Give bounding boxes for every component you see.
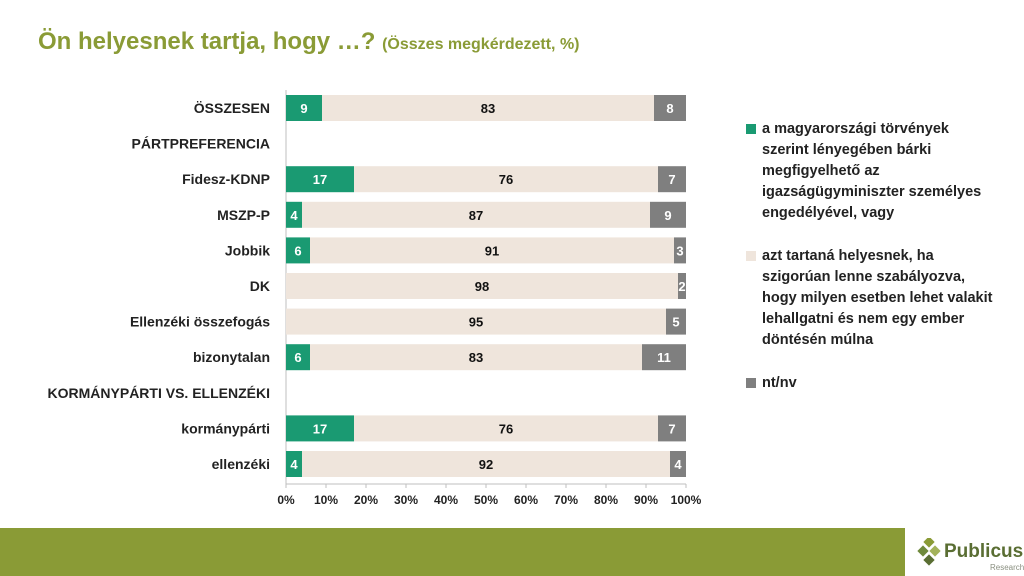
legend-swatch-s2 [746,251,756,261]
data-label: 8 [666,101,673,116]
row-label: MSZP-P [217,207,270,223]
data-label: 5 [672,315,679,330]
data-label: 3 [676,243,683,258]
bar-segment-s3 [654,95,686,121]
row-label: Fidesz-KDNP [182,171,270,187]
bar-segment-s2 [302,201,650,228]
x-tick-label: 90% [634,493,658,507]
bar-segment-s3 [650,201,686,228]
x-tick-label: 30% [394,493,418,507]
x-tick-label: 70% [554,493,578,507]
bar-segment-s3 [658,415,686,442]
bar-segment-s1 [286,237,310,264]
x-tick-label: 50% [474,493,498,507]
bar-segment-s3 [674,237,686,264]
bar-segment-s1 [286,95,322,121]
bar-segment-s1 [286,166,354,193]
row-label: bizonytalan [193,349,270,365]
x-tick-label: 80% [594,493,618,507]
data-label: 95 [469,315,483,330]
data-label: 76 [499,172,513,187]
data-label: 7 [668,421,675,436]
data-label: 76 [499,421,513,436]
data-label: 92 [479,457,493,472]
bar-segment-s1 [286,451,302,477]
bar-segment-s3 [666,308,686,335]
data-label: 98 [475,279,489,294]
data-label: 83 [481,101,495,116]
brand-tagline: Research [990,563,1024,572]
row-label: ellenzéki [212,456,270,472]
data-label: 17 [313,172,327,187]
data-label: 91 [485,243,499,258]
data-label: 4 [290,457,298,472]
legend: a magyarországi törvények szerint lényeg… [746,119,996,394]
data-label: 11 [657,350,671,365]
data-label: 87 [469,208,483,223]
data-label: 4 [674,457,682,472]
bar-segment-s2 [310,344,642,371]
x-tick-label: 60% [514,493,538,507]
bar-segment-s2 [286,308,666,335]
legend-label-s3: nt/nv [762,375,797,391]
bar-segment-s2 [322,95,654,121]
bar-segment-s2 [286,273,678,299]
data-label: 7 [668,172,675,187]
row-label: DK [250,278,270,294]
data-label: 17 [313,421,327,436]
bar-segment-s3 [658,166,686,193]
legend-item-s3: nt/nv [746,373,996,394]
row-label: Ellenzéki összefogás [130,314,270,330]
legend-item-s2: azt tartaná helyesnek, ha szigorúan lenn… [746,246,996,351]
bar-segment-s1 [286,344,310,371]
row-label: ÖSSZESEN [194,100,270,116]
legend-item-s1: a magyarországi törvények szerint lényeg… [746,119,996,224]
x-tick-label: 0% [277,493,295,507]
row-label: kormánypárti [181,420,270,436]
data-label: 4 [290,208,298,223]
bar-segment-s3 [678,273,686,299]
row-label: Jobbik [225,242,270,258]
bar-segment-s2 [354,166,658,193]
chart-title: Ön helyesnek tartja, hogy …? (Összes meg… [38,28,580,56]
data-label: 6 [294,243,301,258]
diamond-logo-icon [917,538,941,566]
bar-segment-s2 [354,415,658,442]
data-label: 6 [294,350,301,365]
data-label: 9 [664,208,671,223]
bar-segment-s2 [310,237,674,264]
legend-label-s1: a magyarországi törvények szerint lényeg… [762,121,982,221]
x-tick-label: 40% [434,493,458,507]
x-tick-label: 100% [671,493,702,507]
row-label: KORMÁNYPÁRTI VS. ELLENZÉKI [48,385,270,401]
x-tick-label: 10% [314,493,338,507]
bar-segment-s3 [642,344,686,371]
bar-segment-s1 [286,415,354,442]
brand-name: Publicus [944,541,1024,562]
title-main: Ön helyesnek tartja, hogy …? [38,28,376,55]
data-label: 9 [300,101,307,116]
bar-segment-s3 [670,451,686,477]
bar-segment-s1 [286,201,302,228]
legend-swatch-s1 [746,124,756,134]
row-label: PÁRTPREFERENCIA [132,136,270,152]
publicus-logo [905,528,1024,576]
x-tick-label: 20% [354,493,378,507]
legend-swatch-s3 [746,378,756,388]
footer-bar [0,528,1024,576]
legend-label-s2: azt tartaná helyesnek, ha szigorúan lenn… [762,248,993,348]
data-label: 2 [678,279,685,294]
bar-segment-s2 [302,451,670,477]
data-label: 83 [469,350,483,365]
title-subtitle: (Összes megkérdezett, %) [382,36,580,53]
